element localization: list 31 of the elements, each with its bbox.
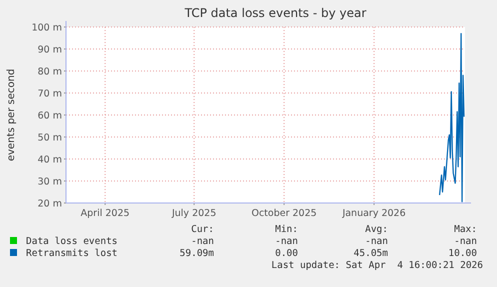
legend-label: Data loss events	[26, 236, 118, 247]
text: Avg:	[365, 224, 388, 235]
x-tick-label: July 2025	[170, 208, 216, 219]
text: Min:	[275, 224, 298, 235]
x-tick-label: April 2025	[80, 208, 130, 219]
y-tick-label: 30 m	[38, 176, 62, 188]
text: Last update: Sat Apr 4 16:00:21 2026	[271, 260, 484, 271]
text: 10.00	[448, 248, 478, 259]
y-tick-label: 50 m	[38, 132, 62, 144]
y-tick-label: 70 m	[38, 88, 62, 100]
y-tick-label: 20 m	[38, 198, 62, 210]
line-series	[438, 33, 465, 202]
chart-title: TCP data loss events - by year	[184, 6, 366, 20]
x-tick-label: January 2026	[341, 208, 406, 219]
text: 59.09m	[180, 248, 214, 259]
y-tick-label: 40 m	[38, 154, 62, 166]
text: -nan	[454, 236, 477, 247]
y-axis-title: events per second	[6, 68, 17, 162]
text: Cur:	[191, 224, 214, 235]
y-tick-label: 90 m	[38, 44, 62, 56]
y-tick-label: 100 m	[32, 22, 62, 34]
text: Max:	[454, 224, 477, 235]
text: -nan	[275, 236, 298, 247]
text: 45.05m	[354, 248, 388, 259]
text: 0.00	[275, 248, 298, 259]
y-tick-label: 60 m	[38, 110, 62, 122]
y-tick-label: 80 m	[38, 66, 62, 78]
legend-label: Retransmits lost	[26, 248, 118, 259]
text: -nan	[365, 236, 388, 247]
text: -nan	[191, 236, 214, 247]
x-tick-label: October 2025	[251, 208, 317, 219]
